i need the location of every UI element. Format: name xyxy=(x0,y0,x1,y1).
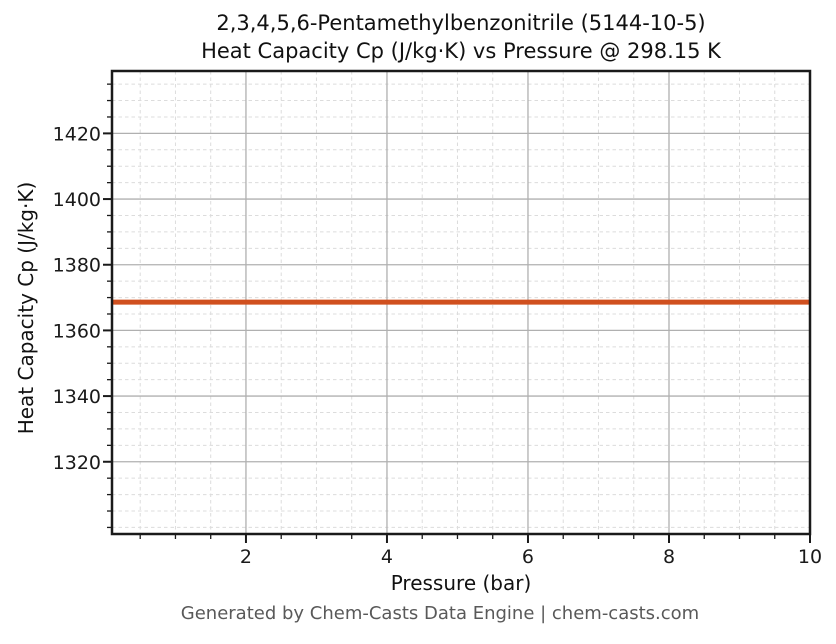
y-tick-label: 1340 xyxy=(53,386,101,408)
x-tick-label: 4 xyxy=(381,546,393,568)
y-tick-label: 1360 xyxy=(53,320,101,342)
y-tick-label: 1380 xyxy=(53,255,101,277)
x-tick-label: 8 xyxy=(663,546,675,568)
chart-title-line-1: 2,3,4,5,6-Pentamethylbenzonitrile (5144-… xyxy=(216,11,706,35)
x-tick-label: 6 xyxy=(522,546,534,568)
chart-title: 2,3,4,5,6-Pentamethylbenzonitrile (5144-… xyxy=(112,9,810,65)
x-tick-label: 10 xyxy=(798,546,822,568)
x-tick-label: 2 xyxy=(240,546,252,568)
y-tick-label: 1400 xyxy=(53,189,101,211)
x-axis-label: Pressure (bar) xyxy=(390,571,532,595)
footer-watermark: Generated by Chem-Casts Data Engine | ch… xyxy=(180,603,700,624)
y-tick-label: 1320 xyxy=(53,452,101,474)
y-tick-label: 1420 xyxy=(53,123,101,145)
chart-title-line-2: Heat Capacity Cp (J/kg·K) vs Pressure @ … xyxy=(201,39,721,63)
plot-border xyxy=(110,69,812,536)
y-axis-label: Heat Capacity Cp (J/kg·K) xyxy=(14,181,38,435)
